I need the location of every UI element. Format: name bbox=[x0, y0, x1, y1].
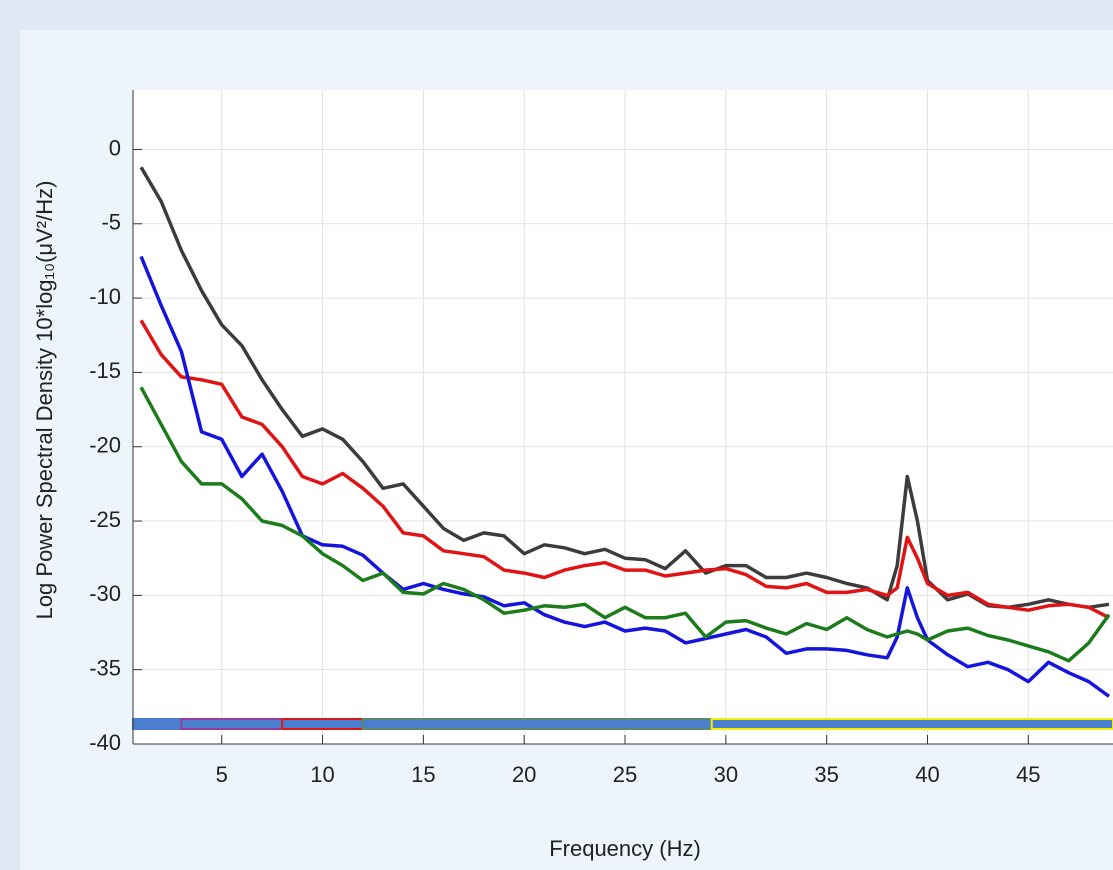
y-tick-label: -30 bbox=[89, 581, 121, 606]
x-tick-label: 30 bbox=[714, 762, 738, 787]
band-bar bbox=[710, 718, 1113, 730]
series-line bbox=[139, 255, 1111, 698]
y-tick-label: -20 bbox=[89, 433, 121, 458]
x-tick-label: 25 bbox=[613, 762, 637, 787]
band-bar bbox=[132, 718, 183, 730]
y-tick-label: -25 bbox=[89, 507, 121, 532]
y-tick-label: 0 bbox=[109, 135, 121, 160]
series-line bbox=[139, 319, 1110, 620]
x-tick-label: 35 bbox=[814, 762, 838, 787]
x-tick-label: 40 bbox=[915, 762, 939, 787]
y-tick-label: -15 bbox=[89, 358, 121, 383]
x-axis-label: Frequency (Hz) bbox=[549, 836, 701, 861]
y-tick-label: -40 bbox=[89, 730, 121, 755]
x-tick-label: 15 bbox=[411, 762, 435, 787]
x-tick-label: 5 bbox=[216, 762, 228, 787]
band-bar bbox=[361, 718, 713, 730]
band-bar bbox=[281, 718, 364, 730]
series-line bbox=[139, 386, 1111, 663]
y-tick-label: -10 bbox=[89, 284, 121, 309]
band-bar bbox=[180, 718, 284, 730]
x-tick-label: 45 bbox=[1016, 762, 1040, 787]
y-axis-label: Log Power Spectral Density 10*log₁₀(μV²/… bbox=[32, 181, 57, 620]
y-tick-label: -5 bbox=[101, 210, 121, 235]
x-tick-label: 20 bbox=[512, 762, 536, 787]
y-tick-label: -35 bbox=[89, 655, 121, 680]
plot-area bbox=[133, 90, 1113, 744]
x-tick-label: 10 bbox=[310, 762, 334, 787]
